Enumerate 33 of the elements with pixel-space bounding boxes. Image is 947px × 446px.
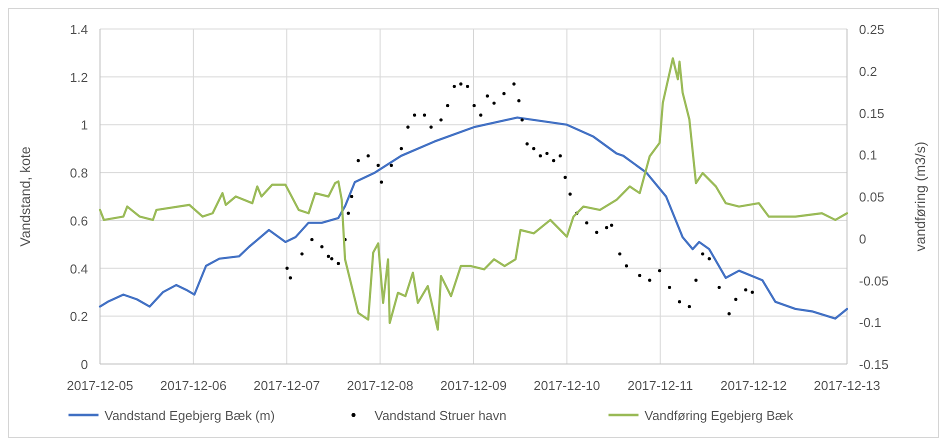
x-tick-label: 2017-12-05 — [66, 378, 134, 393]
y2-tick-label: 0.1 — [859, 148, 878, 163]
y2-tick-label: 0.15 — [859, 106, 884, 121]
y2-tick-label: 0 — [859, 231, 866, 246]
line-series — [98, 116, 848, 320]
x-tick-label: 2017-12-09 — [440, 378, 507, 393]
x-tick-label: 2017-12-06 — [160, 378, 227, 393]
x-tick-label: 2017-12-08 — [346, 378, 414, 393]
y-tick-label: 1.4 — [70, 22, 88, 37]
line-series — [98, 57, 848, 331]
y2-tick-label: 0.2 — [859, 64, 878, 79]
legend-label: Vandstand Egebjerg Bæk (m) — [104, 408, 275, 423]
x-tick-label: 2017-12-13 — [814, 378, 880, 393]
x-tick-label: 2017-12-10 — [534, 378, 600, 393]
y-tick-label: 0 — [80, 357, 88, 372]
y-tick-label: 0.4 — [70, 261, 88, 276]
x-tick-label: 2017-12-12 — [720, 378, 787, 393]
y2-tick-label: 0.25 — [859, 22, 884, 37]
legend-label: Vandstand Struer havn — [374, 408, 507, 423]
y-tick-label: 1 — [80, 118, 88, 133]
y2-axis-title: vandføring (m3/s) — [912, 142, 928, 252]
x-tick-label: 2017-12-07 — [254, 378, 320, 393]
y-axis-title: Vandstand, kote — [17, 146, 33, 247]
y-tick-label: 1.2 — [70, 70, 88, 85]
y2-tick-label: -0.05 — [859, 273, 889, 288]
legend-label: Vandføring Egebjerg Bæk — [644, 408, 794, 423]
y-tick-label: 0.2 — [70, 309, 88, 324]
y2-tick-label: -0.15 — [859, 357, 889, 372]
y-tick-label: 0.6 — [70, 213, 88, 228]
y2-tick-label: -0.1 — [859, 315, 882, 330]
x-tick-label: 2017-12-11 — [627, 378, 694, 393]
y2-tick-label: 0.05 — [859, 190, 884, 204]
y-tick-label: 0.8 — [70, 166, 88, 181]
